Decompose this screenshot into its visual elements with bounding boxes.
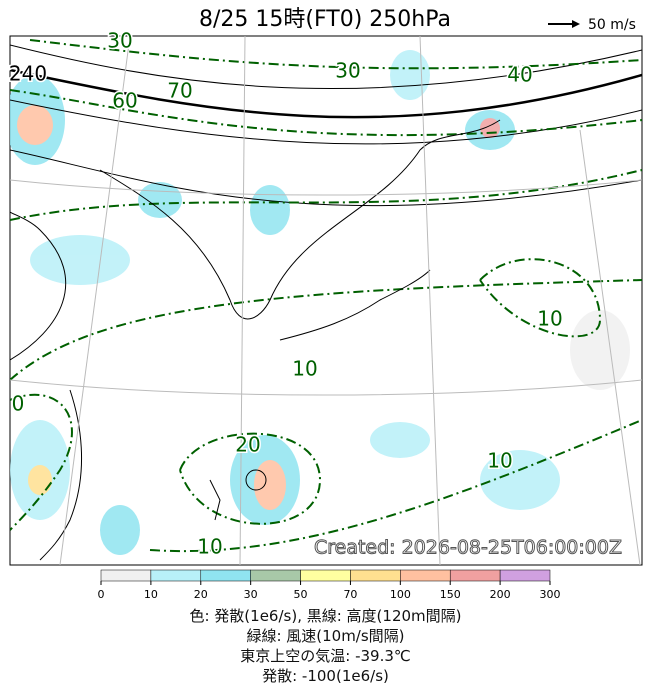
map-layers	[10, 36, 642, 565]
colorbar-segment	[200, 569, 251, 582]
contour-label: 10	[537, 307, 562, 331]
colorbar-segment	[300, 569, 351, 582]
contour-label: 30	[107, 29, 132, 53]
colorbar-tick-label: 10	[144, 588, 158, 601]
contour-label: 240	[9, 62, 47, 86]
coastlines	[39, 119, 501, 561]
colorbar-segment	[100, 569, 152, 582]
contour-label: 0	[12, 392, 25, 416]
title: 8/25 15時(FT0) 250hPa	[199, 7, 451, 32]
caption: 発散: -100(1e6/s)	[262, 667, 389, 685]
colorbar-tick-label: 300	[540, 588, 561, 601]
colorbar-tick-label: 50	[294, 588, 308, 601]
colorbar-tick-label: 100	[390, 588, 411, 601]
caption: 東京上空の気温: -39.3℃	[240, 647, 411, 665]
divergence-fill	[10, 50, 630, 555]
contour-label: 10	[197, 535, 222, 559]
colorbar-tick-label: 150	[440, 588, 461, 601]
colorbar-tick-label: 200	[490, 588, 511, 601]
contour-label: 40	[507, 63, 532, 87]
graticule	[10, 36, 642, 565]
wind-contours	[10, 39, 642, 553]
contour-label: 20	[235, 433, 260, 457]
colorbar-segment	[499, 569, 551, 582]
contour-label: 30	[335, 59, 360, 83]
colorbar-segment	[150, 569, 202, 582]
arrow-legend-label: 50 m/s	[588, 17, 636, 33]
colorbar-tick-label: 70	[343, 588, 357, 601]
colorbar-tick-label: 0	[98, 588, 105, 601]
contour-label: 10	[487, 449, 512, 473]
colorbar-segment	[250, 569, 301, 582]
caption: 色: 発散(1e6/s), 黒線: 高度(120m間隔)	[189, 607, 462, 625]
colorbar-segment	[350, 569, 401, 582]
colorbar-tick-label: 30	[244, 588, 258, 601]
arrow-legend-head	[572, 20, 580, 28]
colorbar-segment	[400, 569, 451, 582]
contour-label: 10	[292, 357, 317, 381]
caption: 緑線: 風速(10m/s間隔)	[246, 627, 405, 645]
created-stamp: Created: 2026-08-25T06:00:00Z	[314, 537, 622, 559]
contour-label: 70	[167, 79, 192, 103]
contour-label: 60	[112, 89, 137, 113]
colorbar-segment	[449, 569, 501, 582]
colorbar-tick-label: 20	[194, 588, 208, 601]
